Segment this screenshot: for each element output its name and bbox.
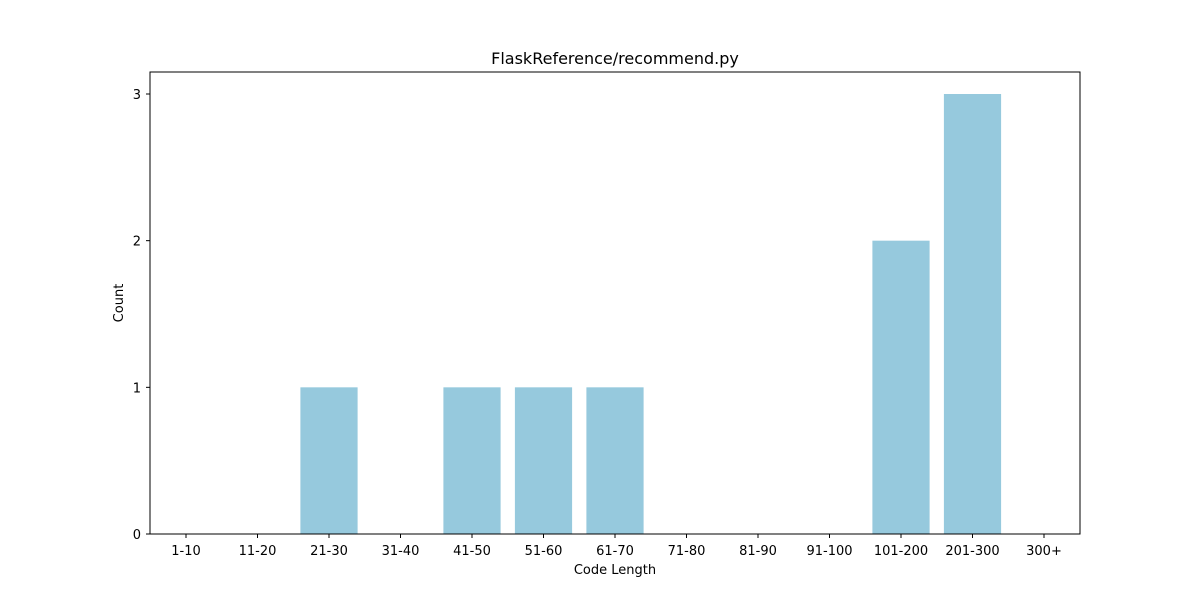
bar-21-30 [300, 387, 358, 534]
x-tick-label: 1-10 [171, 544, 201, 559]
y-tick-label: 2 [133, 235, 141, 250]
x-tick-label: 71-80 [668, 544, 706, 559]
x-tick-label: 91-100 [806, 544, 852, 559]
y-tick-label: 1 [133, 381, 141, 396]
y-axis: 0 1 2 3 [133, 88, 150, 543]
x-tick-label: 51-60 [525, 544, 563, 559]
bar-61-70 [586, 387, 644, 534]
x-tick-label: 101-200 [874, 544, 928, 559]
y-axis-label: Count [112, 284, 127, 323]
x-tick-label: 81-90 [739, 544, 777, 559]
x-tick-label: 300+ [1026, 544, 1062, 559]
bar-51-60 [514, 387, 573, 534]
x-axis-label: Code Length [574, 563, 656, 578]
bar-101-200 [872, 240, 930, 535]
y-tick-label: 3 [133, 88, 141, 103]
x-tick-label: 11-20 [239, 544, 277, 559]
chart-title: FlaskReference/recommend.py [491, 49, 739, 68]
bars-layer [300, 94, 1002, 535]
x-tick-label: 61-70 [596, 544, 634, 559]
x-tick-label: 21-30 [310, 544, 348, 559]
bar-201-300 [943, 94, 1002, 534]
y-tick-label: 0 [133, 528, 141, 543]
x-axis: 1-10 11-20 21-30 31-40 41-50 51-60 61-70 71-80 8… [171, 534, 1062, 559]
x-tick-label: 31-40 [382, 544, 420, 559]
x-tick-label: 41-50 [453, 544, 491, 559]
x-tick-label: 201-300 [945, 544, 999, 559]
bar-41-50 [443, 387, 501, 534]
